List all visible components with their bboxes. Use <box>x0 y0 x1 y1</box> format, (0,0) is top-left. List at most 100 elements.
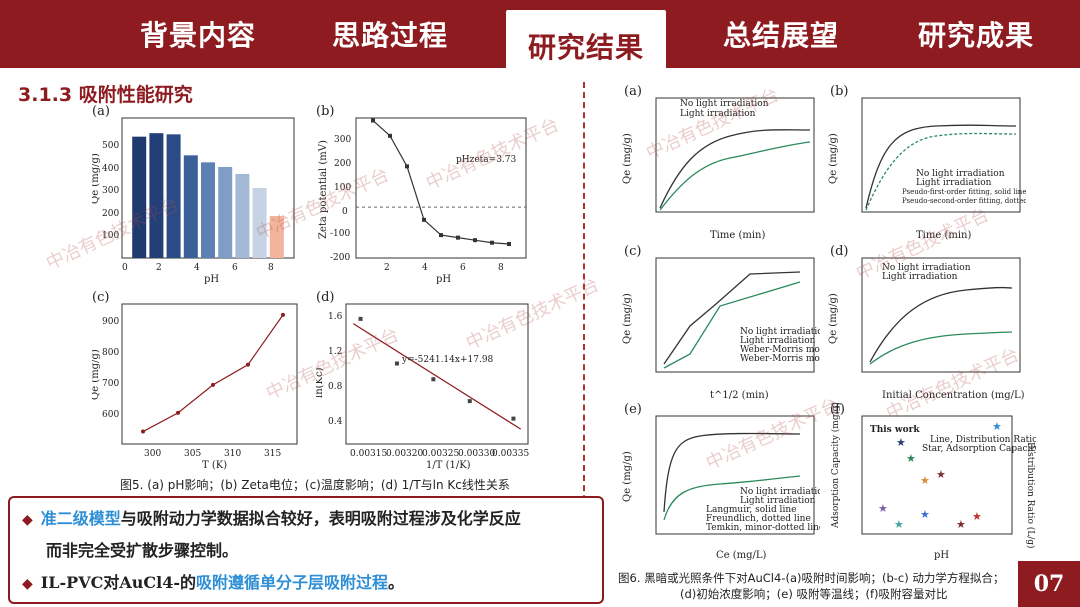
legend-item: Line, Distribution Ratio <box>930 435 1036 445</box>
legend-item: Light irradiation <box>916 178 992 188</box>
bar-9 <box>269 216 284 258</box>
fig6-panel-b: (b) No light irradiation Light irradiati… <box>826 84 1043 244</box>
tick-y: 900 <box>102 317 119 327</box>
tick-x: 0.00320 <box>386 449 423 459</box>
fig6-panel-a: (a) No light irradiation Light irradiati… <box>620 84 820 244</box>
legend-item: No light irradiation <box>740 327 820 337</box>
fig6b-chart: No light irradiation Light irradiation P… <box>828 97 1043 241</box>
fig6-panel-e: (e) No light irradiation Light irradiati… <box>620 402 829 564</box>
temperature-point <box>176 410 180 415</box>
tick-x: 0.00315 <box>350 449 387 459</box>
fit-equation: y=-5241.14x+17.98 <box>401 355 494 365</box>
tick-x: 6 <box>460 263 466 273</box>
bar-2 <box>149 133 164 258</box>
axis-xlabel: pH <box>204 274 219 284</box>
tab-summary[interactable]: 总结展望 <box>723 19 840 52</box>
tick-x: 2 <box>384 263 390 273</box>
svg-text:★: ★ <box>920 474 930 487</box>
fig6a-chart: No light irradiation Light irradiation T… <box>622 97 815 241</box>
fig5b-chart: pHzeta=3.73 2 4 6 8 -200 -100 0 100 200 … <box>318 117 527 285</box>
fig5c-chart: 300 305 310 315 600 700 800 900 T (K) Qe… <box>90 303 298 471</box>
highlight-monolayer: 吸附遵循单分子层吸附过程 <box>195 573 388 592</box>
tab-achievements[interactable]: 研究成果 <box>918 19 1035 52</box>
svg-text:★: ★ <box>936 468 946 481</box>
panel-label-e: (e) <box>624 402 642 417</box>
axis-xlabel: Ce (mg/L) <box>716 550 767 561</box>
legend-item: Langmuir, solid line <box>706 505 796 515</box>
axis-xlabel: pH <box>436 274 451 284</box>
axis-xlabel: Initial Concentration (mg/L) <box>882 390 1025 401</box>
conclusion-line-2: 而非完全受扩散步骤控制。 <box>46 541 239 560</box>
legend-item: Pseudo-second-order fitting, dotted line <box>902 197 1026 205</box>
axis-ylabel: Qe (mg/g) <box>622 293 633 344</box>
bar-1 <box>132 136 147 258</box>
tick-x: 310 <box>224 449 241 459</box>
axis-ylabel: Qe (mg/g) <box>92 349 101 400</box>
tick-y: -200 <box>330 253 350 263</box>
svg-text:★: ★ <box>920 508 930 521</box>
tick-x: 315 <box>264 449 281 459</box>
lnkc-point <box>358 316 363 321</box>
tick-x: 0.00330 <box>458 449 495 459</box>
tick-y: -100 <box>330 229 350 239</box>
conclusion-line-3: ◆ IL-PVC对AuCl4-的吸附遵循单分子层吸附过程。 <box>22 568 404 599</box>
zeta-point <box>507 242 511 246</box>
legend-item: Star, Adsorption Capacity <box>922 444 1036 454</box>
svg-text:★: ★ <box>956 518 966 531</box>
svg-text:★: ★ <box>878 502 888 515</box>
legend-item: No light irradiation <box>916 169 1005 179</box>
zeta-point <box>439 233 443 238</box>
bar-6 <box>218 167 233 258</box>
highlight-pso: 准二级模型 <box>40 509 121 528</box>
tab-results[interactable]: 研究结果 <box>506 10 667 78</box>
axis-ylabel: Qe (mg/g) <box>622 451 633 502</box>
panel-label-f: (f) <box>830 402 845 417</box>
tick-x: 300 <box>144 449 161 459</box>
tick-y: 0.8 <box>328 382 343 392</box>
diamond-bullet-icon: ◆ <box>22 576 33 592</box>
panel-label-a: (a) <box>92 104 110 119</box>
fig5-caption: 图5. (a) pH影响；(b) Zeta电位；(c)温度影响；(d) 1/T与… <box>120 478 510 492</box>
fig6c-chart: No light irradiation Light irradiation W… <box>622 257 834 401</box>
tick-x: 4 <box>194 263 200 273</box>
top-navigation: 背景内容 思路过程 研究结果 总结展望 研究成果 <box>0 0 1080 78</box>
svg-text:★: ★ <box>894 518 904 531</box>
fig6e-chart: No light irradiation Light irradiation L… <box>622 415 829 561</box>
legend-item: No light irradiation <box>680 99 769 109</box>
bar-3 <box>166 134 181 258</box>
temperature-point <box>141 429 145 434</box>
panel-label-a: (a) <box>624 84 642 99</box>
lnkc-point <box>431 377 436 382</box>
tab-approach[interactable]: 思路过程 <box>332 19 449 52</box>
temperature-point <box>281 312 285 317</box>
panel-label-c: (c) <box>624 244 642 259</box>
legend-item: Weber-Morris model <box>740 345 820 355</box>
conclusion-text: IL-PVC对AuCl4-的 <box>40 573 196 592</box>
svg-text:★: ★ <box>906 452 916 465</box>
legend-item: Pseudo-first-order fitting, solid line <box>902 188 1026 196</box>
tick-y: 100 <box>102 231 119 241</box>
axis-ylabel: Zeta potential (mV) <box>318 140 329 239</box>
conclusion-box: ◆ 准二级模型与吸附动力学数据拟合较好，表明吸附过程涉及化学反应 而非完全受扩散步… <box>8 496 604 604</box>
axis-ylabel2: Distribution Ratio (L/g) <box>1025 442 1036 549</box>
axis-ylabel: Qe (mg/g) <box>92 153 101 204</box>
svg-text:★: ★ <box>972 510 982 523</box>
panel-label-b: (b) <box>316 104 335 119</box>
bar-5 <box>201 162 215 258</box>
axis-xlabel: T (K) <box>202 460 227 470</box>
fig5d-chart: y=-5241.14x+17.98 0.00315 0.00320 0.0032… <box>314 303 529 471</box>
tick-y: 100 <box>334 183 351 193</box>
axis-xlabel: Time (min) <box>916 230 971 241</box>
legend-item: Freundlich, dotted line <box>706 514 811 524</box>
temperature-point <box>246 362 250 367</box>
axis-xlabel: pH <box>934 550 949 561</box>
tick-x: 2 <box>156 263 162 273</box>
zeta-point <box>371 118 375 123</box>
panel-label-d: (d) <box>316 290 335 305</box>
fig6-caption-line2: (d)初始浓度影响；(e) 吸附等温线；(f)吸附容量对比 <box>680 587 948 601</box>
diamond-bullet-icon: ◆ <box>22 512 33 528</box>
tick-y: 0.4 <box>328 417 343 427</box>
zeta-point <box>473 238 477 243</box>
fig5-panel-c: (c) 300 305 310 315 600 700 800 900 T (K… <box>90 290 307 471</box>
tab-background[interactable]: 背景内容 <box>140 19 257 52</box>
